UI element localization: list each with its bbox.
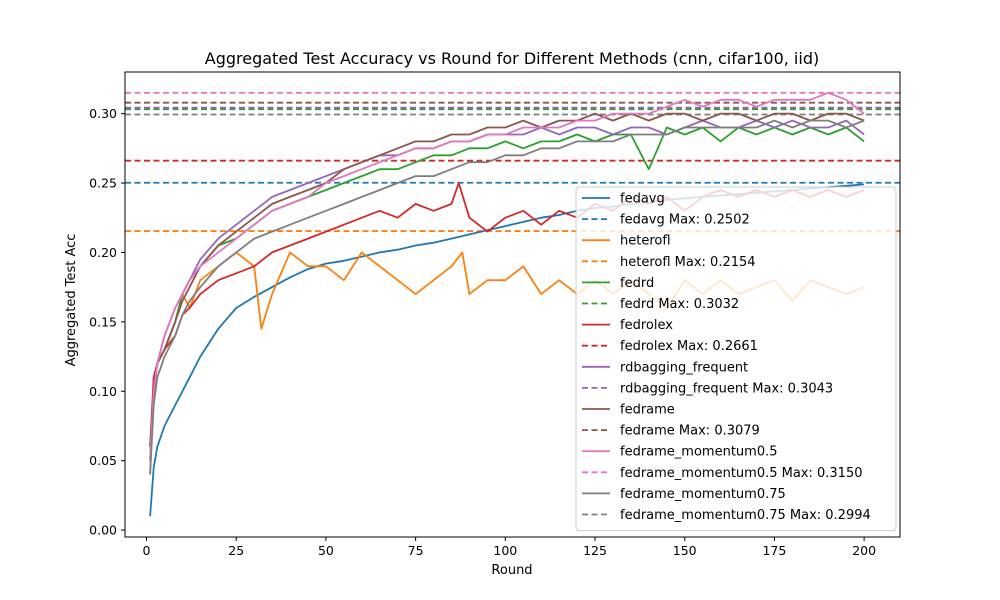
y-tick-label: 0.20 [89, 245, 117, 260]
x-axis-label: Round [491, 563, 532, 578]
x-tick-label: 200 [852, 543, 876, 558]
legend-label: fedrame_momentum0.5 [620, 445, 778, 460]
legend-label: rdbagging_frequent [620, 360, 748, 375]
legend-label: fedavg Max: 0.2502 [620, 213, 750, 228]
y-tick-label: 0.05 [89, 453, 117, 468]
x-tick-label: 0 [143, 543, 151, 558]
y-tick-label: 0.00 [89, 523, 117, 538]
legend-label: heterofl [620, 234, 671, 249]
x-tick-label: 75 [408, 543, 424, 558]
series-line-5 [149, 112, 865, 447]
y-tick-label: 0.25 [89, 176, 117, 191]
y-tick-label: 0.10 [89, 384, 117, 399]
x-tick-label: 150 [673, 543, 697, 558]
legend-label: fedavg [620, 192, 665, 207]
legend-box [575, 186, 897, 532]
y-tick-label: 0.15 [89, 314, 117, 329]
legend-label: fedrd Max: 0.3032 [620, 297, 739, 312]
legend-label: fedrolex Max: 0.2661 [620, 339, 758, 354]
chart-title: Aggregated Test Accuracy vs Round for Di… [205, 49, 819, 68]
legend-label: fedrame [620, 403, 675, 418]
x-tick-label: 175 [762, 543, 786, 558]
legend-label: fedrame Max: 0.3079 [620, 424, 760, 439]
legend: fedavg fedavg Max: 0.2502 heterofl heterofl… [575, 186, 897, 532]
series-line-7 [149, 119, 865, 475]
x-tick-label: 25 [228, 543, 244, 558]
legend-label: heterofl Max: 0.2154 [620, 255, 756, 270]
y-axis-label: Aggregated Test Acc [64, 234, 79, 367]
y-tick-label: 0.30 [89, 106, 117, 121]
x-axis: 0 25 50 75 100 125 150 175 200 [143, 537, 876, 558]
legend-label: fedrame_momentum0.75 [620, 487, 786, 502]
legend-label: fedrd [620, 276, 654, 291]
legend-label: rdbagging_frequent Max: 0.3043 [620, 381, 833, 396]
y-axis: 0.00 0.05 0.10 0.15 0.20 0.25 0.30 [89, 106, 125, 538]
x-tick-label: 100 [493, 543, 517, 558]
x-tick-label: 50 [318, 543, 334, 558]
x-tick-label: 125 [583, 543, 607, 558]
legend-label: fedrolex [620, 318, 673, 333]
legend-label: fedrame_momentum0.75 Max: 0.2994 [620, 508, 871, 523]
series-line-6 [149, 91, 865, 461]
legend-label: fedrame_momentum0.5 Max: 0.3150 [620, 466, 863, 481]
axes-frame [124, 71, 901, 538]
